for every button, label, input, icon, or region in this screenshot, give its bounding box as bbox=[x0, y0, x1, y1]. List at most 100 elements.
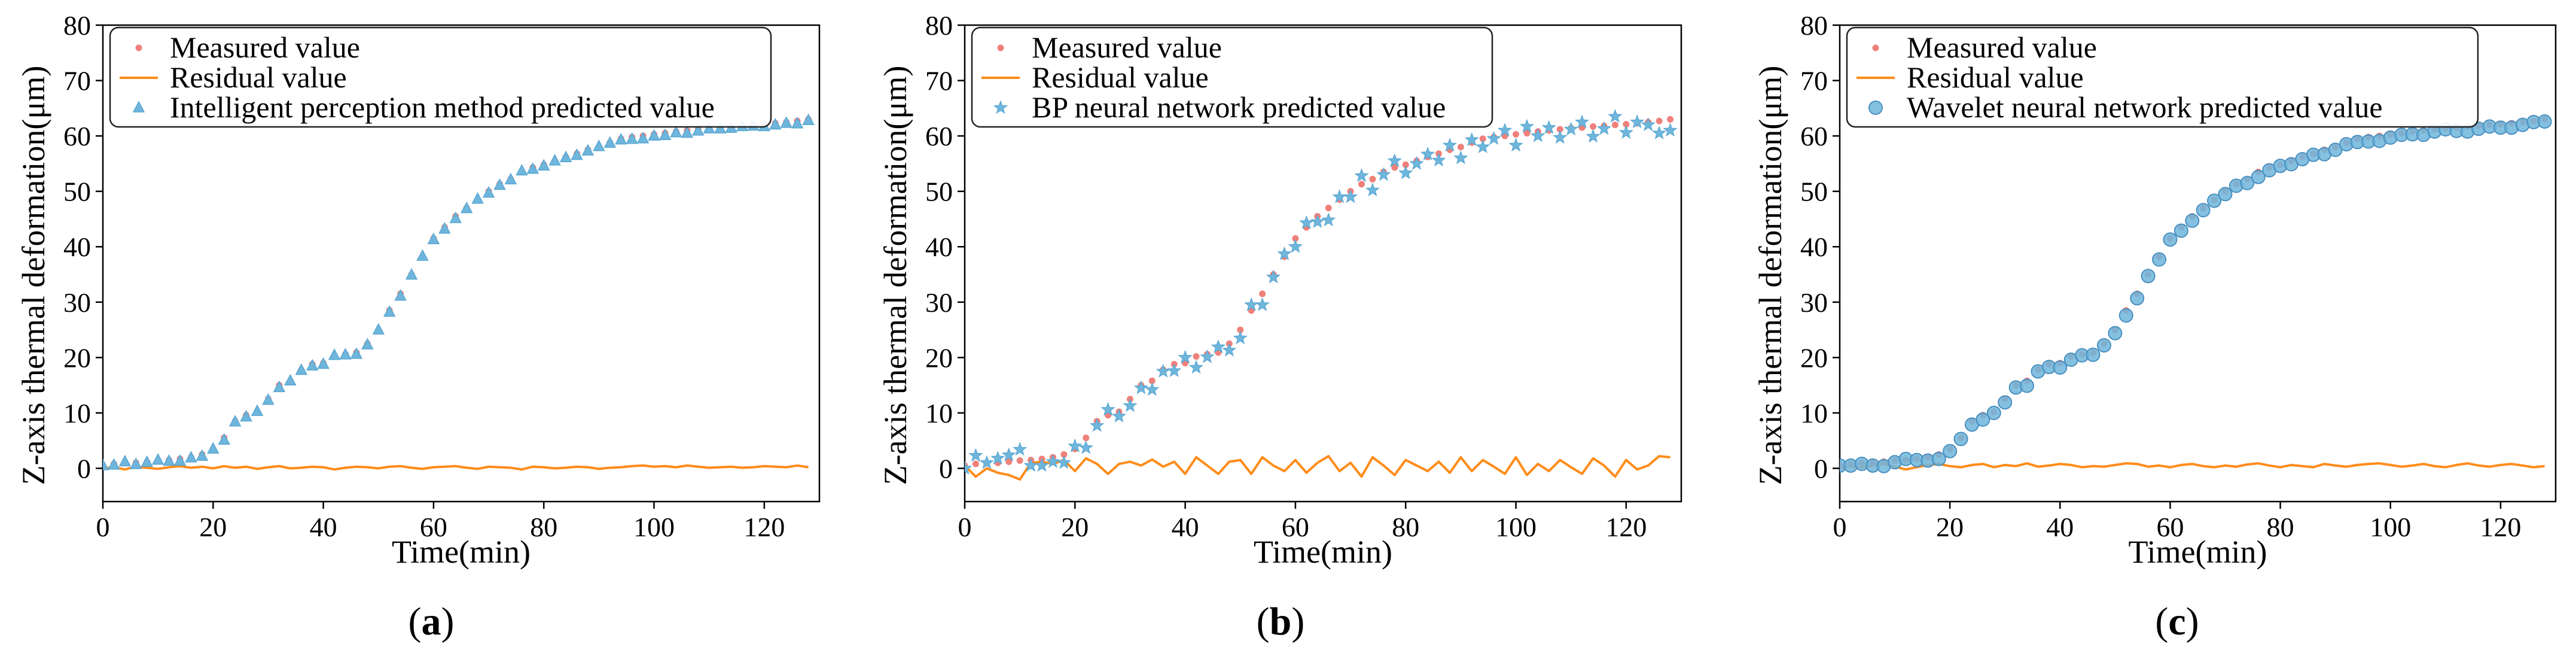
legend-predicted-marker bbox=[132, 101, 145, 113]
x-tick-label: 20 bbox=[199, 512, 227, 542]
predicted-point bbox=[2207, 193, 2222, 208]
predicted-point bbox=[1078, 440, 1093, 454]
predicted-point bbox=[965, 460, 973, 475]
predicted-point bbox=[1663, 123, 1678, 137]
predicted-point bbox=[1013, 442, 1028, 456]
predicted-point bbox=[2096, 338, 2111, 353]
predicted-point bbox=[1541, 120, 1556, 134]
legend-predicted-marker bbox=[993, 100, 1008, 114]
predicted-point bbox=[603, 136, 617, 148]
predicted-point bbox=[383, 305, 396, 317]
predicted-point bbox=[1167, 363, 1182, 377]
x-tick-label: 60 bbox=[1282, 512, 1309, 542]
legend-label: Residual value bbox=[1907, 60, 2084, 94]
predicted-point bbox=[1310, 214, 1325, 228]
predicted-point bbox=[802, 113, 815, 125]
y-tick-label: 10 bbox=[63, 398, 91, 429]
predicted-point bbox=[1045, 454, 1060, 468]
predicted-point bbox=[2251, 169, 2266, 184]
predicted-point bbox=[990, 451, 1005, 465]
predicted-point bbox=[1376, 167, 1391, 181]
predicted-point bbox=[207, 442, 220, 454]
predicted-point bbox=[1553, 130, 1568, 144]
predicted-point bbox=[118, 454, 132, 467]
y-tick-label: 60 bbox=[925, 121, 953, 151]
predicted-point bbox=[108, 458, 120, 470]
predicted-point bbox=[1145, 382, 1160, 396]
measured-point bbox=[1667, 116, 1674, 123]
predicted-point bbox=[284, 373, 297, 385]
predicted-point bbox=[1343, 189, 1358, 204]
predicted-point bbox=[218, 433, 230, 445]
predicted-point bbox=[1200, 349, 1215, 363]
predicted-point bbox=[1133, 380, 1149, 394]
x-tick-label: 20 bbox=[1061, 512, 1089, 542]
predicted-point bbox=[2152, 252, 2167, 267]
predicted-point bbox=[251, 404, 264, 416]
x-axis-title: Time(min) bbox=[392, 534, 531, 570]
y-tick-label: 60 bbox=[63, 121, 91, 151]
measured-point bbox=[1556, 126, 1563, 133]
plot-frame bbox=[1839, 24, 2557, 503]
legend-label: Residual value bbox=[1032, 60, 1209, 94]
measured-point bbox=[1590, 123, 1597, 130]
predicted-point bbox=[449, 211, 462, 223]
predicted-point bbox=[1641, 117, 1656, 131]
x-tick-label: 0 bbox=[958, 512, 972, 542]
y-tick-label: 30 bbox=[1800, 287, 1828, 318]
x-tick-label: 100 bbox=[633, 512, 675, 542]
residual-line bbox=[103, 464, 809, 471]
predicted-point bbox=[1001, 447, 1016, 461]
predicted-point bbox=[2086, 347, 2101, 362]
predicted-point bbox=[141, 455, 153, 467]
measured-point bbox=[1237, 326, 1244, 333]
x-tick-label: 40 bbox=[1172, 512, 1199, 542]
predicted-point bbox=[1111, 408, 1127, 423]
predicted-point bbox=[240, 409, 252, 422]
predicted-point bbox=[460, 201, 473, 214]
x-axis-title: Time(min) bbox=[1254, 534, 1392, 570]
y-tick-label: 50 bbox=[1800, 177, 1828, 207]
predicted-point bbox=[769, 118, 782, 130]
predicted-point bbox=[1178, 350, 1193, 364]
panel-caption: (c) bbox=[2155, 600, 2199, 643]
y-tick-label: 0 bbox=[1814, 453, 1828, 484]
legend-label: Measured value bbox=[1907, 31, 2097, 64]
predicted-point bbox=[1420, 146, 1435, 160]
predicted-point bbox=[306, 359, 319, 370]
plot-area bbox=[103, 113, 815, 471]
predicted-point bbox=[317, 357, 330, 369]
predicted-point bbox=[2130, 291, 2145, 306]
predicted-point bbox=[2020, 378, 2035, 393]
predicted-point bbox=[1299, 215, 1314, 229]
predicted-point bbox=[493, 178, 506, 190]
legend-predicted-marker bbox=[1868, 101, 1883, 115]
y-tick-label: 20 bbox=[1800, 342, 1828, 373]
predicted-point bbox=[1188, 360, 1204, 374]
predicted-point bbox=[1486, 130, 1501, 145]
y-tick-label: 50 bbox=[925, 177, 953, 207]
predicted-point bbox=[350, 347, 363, 359]
x-tick-label: 0 bbox=[1833, 512, 1847, 542]
x-tick-label: 40 bbox=[2046, 512, 2074, 542]
y-tick-label: 0 bbox=[939, 453, 953, 484]
measured-point bbox=[1523, 129, 1531, 136]
predicted-point bbox=[659, 128, 672, 140]
predicted-point bbox=[1233, 330, 1248, 345]
predicted-point bbox=[1608, 108, 1623, 123]
x-tick-label: 40 bbox=[310, 512, 337, 542]
y-tick-label: 30 bbox=[63, 287, 91, 318]
predicted-point bbox=[1953, 432, 1968, 447]
predicted-point bbox=[1277, 246, 1292, 260]
predicted-point bbox=[1575, 114, 1590, 129]
predicted-point bbox=[471, 192, 484, 204]
measured-point bbox=[1148, 377, 1156, 384]
predicted-point bbox=[1354, 168, 1369, 183]
predicted-point bbox=[1034, 458, 1050, 472]
predicted-point bbox=[103, 458, 109, 470]
predicted-point bbox=[295, 363, 307, 375]
measured-point bbox=[1083, 435, 1090, 442]
predicted-point bbox=[185, 451, 197, 463]
predicted-point bbox=[2108, 326, 2123, 341]
